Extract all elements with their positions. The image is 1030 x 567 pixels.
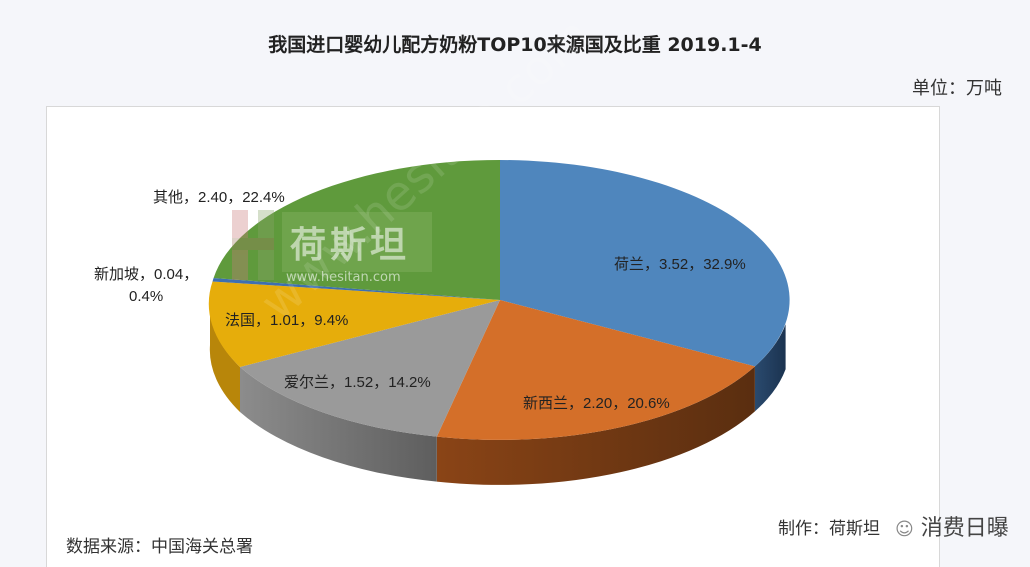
slice-side-newzealand [436, 366, 755, 485]
label-france: 法国，1.01，9.4% [225, 311, 349, 329]
unit-label: 单位：万吨 [912, 78, 1002, 99]
label-others: 其他，2.40，22.4% [153, 188, 285, 206]
label-ireland: 爱尔兰，1.52，14.2% [284, 373, 431, 391]
slice-side-ireland [240, 367, 437, 482]
watermark-logo-text: 荷斯坦 [290, 225, 411, 266]
slice-side-netherlands [754, 324, 786, 412]
watermark-logo-icon [232, 210, 432, 280]
label-newzealand: 新西兰，2.20，20.6% [523, 394, 670, 412]
maker-credit: 制作：荷斯坦 [778, 519, 880, 539]
slice-others[interactable] [213, 160, 500, 300]
slice-france[interactable] [208, 281, 501, 368]
label-singapore: 新加坡，0.04， 0.4% [94, 265, 199, 305]
chart-title: 我国进口婴幼儿配方奶粉TOP10来源国及比重 2019.1-4 [268, 34, 762, 56]
slice-side-france [209, 300, 240, 412]
label-netherlands: 荷兰，3.52，32.9% [614, 255, 746, 273]
slice-ireland[interactable] [240, 300, 500, 437]
slice-netherlands[interactable] [500, 160, 790, 367]
slice-singapore[interactable] [212, 278, 501, 300]
wechat-icon: ☺ [895, 519, 914, 540]
data-source: 数据来源：中国海关总署 [66, 537, 253, 557]
brand-watermark: ☺ 消费日曝 [895, 516, 1009, 541]
slice-newzealand[interactable] [436, 300, 755, 440]
watermark-url: www.hesitan.com [286, 270, 401, 285]
